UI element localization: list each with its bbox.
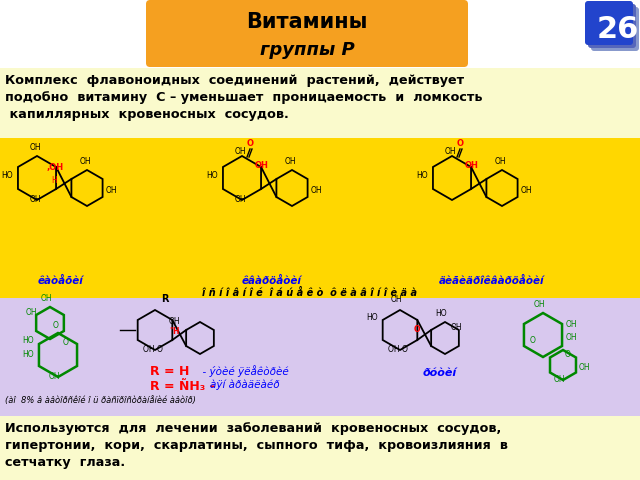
Text: R = H: R = H: [150, 365, 189, 378]
Text: подобно  витамину  С – уменьшает  проницаемость  и  ломкость: подобно витамину С – уменьшает проницаем…: [5, 91, 483, 104]
FancyBboxPatch shape: [588, 4, 636, 48]
Text: Комплекс  флавоноидных  соединений  растений,  действует: Комплекс флавоноидных соединений растени…: [5, 74, 464, 87]
Text: HO: HO: [366, 313, 378, 322]
Text: OH: OH: [494, 157, 506, 166]
Text: OH: OH: [284, 157, 296, 166]
Text: OH: OH: [533, 300, 545, 309]
Text: OH: OH: [390, 295, 402, 304]
Text: R = ÑH₃ -: R = ÑH₃ -: [150, 380, 215, 393]
Text: OH: OH: [451, 323, 463, 332]
Text: OH: OH: [311, 186, 323, 195]
Text: Используются  для  лечении  заболеваний  кровеносных  сосудов,: Используются для лечении заболеваний кро…: [5, 422, 501, 435]
FancyBboxPatch shape: [146, 0, 468, 67]
Text: OH: OH: [566, 320, 578, 329]
Text: OH: OH: [566, 333, 578, 342]
Text: HO: HO: [1, 171, 13, 180]
Text: OH: OH: [29, 143, 41, 152]
Text: äèãèäðîêâàðöåòèí: äèãèäðîêâàðöåòèí: [439, 276, 545, 286]
Text: OH: OH: [106, 186, 118, 195]
Text: HO: HO: [22, 350, 34, 359]
Bar: [0, 68, 640, 138]
Text: OH: OH: [579, 363, 591, 372]
Text: O: O: [456, 139, 463, 148]
Text: OH: OH: [553, 375, 565, 384]
Text: O: O: [246, 139, 253, 148]
Text: OH: OH: [26, 308, 38, 317]
Text: O: O: [63, 338, 69, 347]
Text: OH: OH: [40, 294, 52, 303]
Text: O: O: [530, 336, 536, 345]
Text: - ýòèé ÿëåêòðèé: - ýòèé ÿëåêòðèé: [196, 365, 289, 377]
Text: O: O: [53, 321, 59, 330]
Text: группы Р: группы Р: [260, 41, 355, 59]
Bar: [0, 298, 640, 416]
Bar: [0, 416, 640, 480]
Text: (àî  8% â àâòîðñêîé î ü ðàñïðîñòðàíåíèé àâòîð): (àî 8% â àâòîðñêîé î ü ðàñïðîñòðàíåíèé à…: [5, 396, 196, 405]
Text: OH: OH: [234, 195, 246, 204]
Text: R: R: [161, 294, 169, 304]
Text: сетчатку  глаза.: сетчатку глаза.: [5, 456, 125, 469]
Text: àÿí àðàäëàéð: àÿí àðàäëàéð: [210, 380, 280, 391]
Text: OH O: OH O: [143, 345, 163, 354]
Text: Витамины: Витамины: [246, 12, 368, 32]
Text: OH O: OH O: [388, 345, 408, 354]
Text: OH: OH: [255, 161, 269, 170]
Text: 26: 26: [597, 15, 639, 45]
Text: OH: OH: [521, 186, 532, 195]
Text: HO: HO: [22, 336, 34, 345]
Text: ,OH: ,OH: [47, 163, 64, 172]
Text: OH: OH: [79, 157, 91, 166]
Text: H: H: [51, 176, 57, 185]
Text: ðóòèí: ðóòèí: [423, 368, 457, 378]
Text: гипертонии,  кори,  скарлатины,  сыпного  тифа,  кровоизлияния  в: гипертонии, кори, скарлатины, сыпного ти…: [5, 439, 508, 452]
FancyBboxPatch shape: [591, 7, 639, 51]
Text: î ñ í î â í î é  î á ú å ê ò  ô ë à â î í î è ä à: î ñ í î â í î é î á ú å ê ò ô ë à â î í …: [202, 288, 417, 298]
Text: "H: "H: [169, 327, 179, 336]
Text: OH: OH: [444, 147, 456, 156]
Text: O: O: [414, 325, 420, 334]
Text: OH: OH: [465, 161, 479, 170]
FancyBboxPatch shape: [585, 1, 633, 45]
Text: êàòåõèí: êàòåõèí: [37, 276, 83, 286]
Text: HO: HO: [416, 171, 428, 180]
Text: O: O: [565, 350, 571, 359]
Text: OH: OH: [234, 147, 246, 156]
Text: êâàðöåòèí: êâàðöåòèí: [242, 276, 302, 286]
Text: капиллярных  кровеносных  сосудов.: капиллярных кровеносных сосудов.: [5, 108, 289, 121]
Text: OH: OH: [48, 372, 60, 381]
Text: OH: OH: [29, 195, 41, 204]
Bar: [0, 138, 640, 298]
Text: HO: HO: [206, 171, 218, 180]
Text: HO: HO: [435, 309, 447, 318]
Text: OH: OH: [169, 317, 180, 326]
Bar: [0, 0, 640, 68]
